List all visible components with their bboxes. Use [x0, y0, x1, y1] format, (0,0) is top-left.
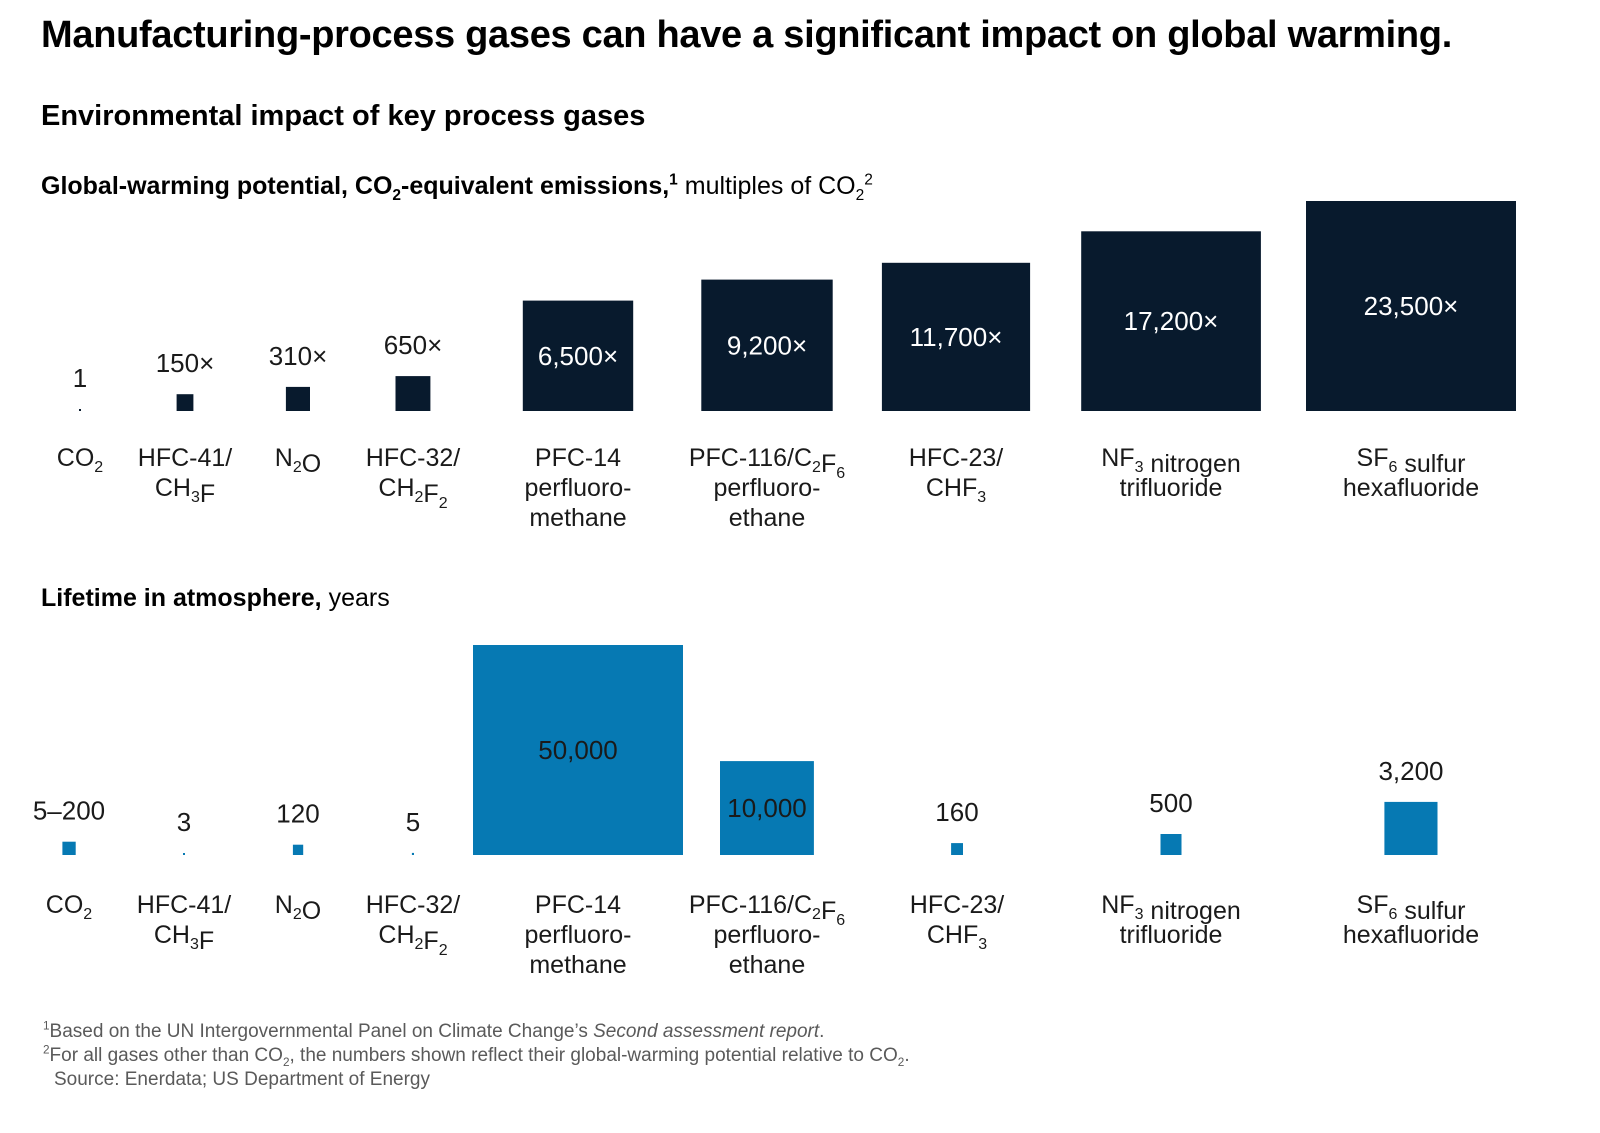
- page-title: Manufacturing-process gases can have a s…: [41, 14, 1452, 56]
- lifetime-title-light: years: [321, 584, 390, 612]
- footnote-1-text: Based on the UN Intergovernmental Panel …: [49, 1021, 594, 1042]
- gwp-square-3: [395, 376, 431, 411]
- footnote-2: 2For all gases other than CO2, the numbe…: [43, 1044, 910, 1068]
- gwp-square-2: [285, 386, 310, 411]
- page-subtitle: Environmental impact of key process gase…: [41, 100, 646, 132]
- lifetime-value-label-3: 5: [406, 807, 420, 837]
- lifetime-square-1: [183, 853, 185, 855]
- lifetime-category-label-7: NF3 nitrogen trifluoride: [1101, 891, 1241, 949]
- lifetime-value-label-2: 120: [276, 799, 319, 829]
- lifetime-title-bold: Lifetime in atmosphere,: [41, 584, 322, 612]
- footnote-1-marker: 1: [43, 1019, 50, 1033]
- footnotes: 1Based on the UN Intergovernmental Panel…: [43, 1020, 910, 1092]
- gwp-title-light-sub: 2: [855, 187, 865, 204]
- footnote-2-text-b: , the numbers shown reflect their global…: [289, 1045, 898, 1066]
- footnote-1-end: .: [819, 1021, 825, 1042]
- gwp-category-label-1: HFC-41/CH3F: [138, 444, 233, 508]
- lifetime-square-6: [951, 843, 963, 855]
- lifetime-category-label-4: PFC-14 perfluoro-methane: [525, 891, 632, 979]
- gwp-title-light: multiples of CO: [677, 172, 856, 200]
- gwp-title-bold-sub: 2: [392, 187, 402, 204]
- lifetime-chart-title: Lifetime in atmosphere, years: [41, 584, 390, 613]
- gwp-category-label-4: PFC-14 perfluoro-methane: [525, 444, 632, 532]
- lifetime-category-label-1: HFC-41/CH3F: [137, 891, 232, 955]
- gwp-value-label-1: 150×: [156, 348, 215, 378]
- gwp-square-1: [176, 394, 194, 411]
- lifetime-value-label-8: 3,200: [1378, 756, 1443, 786]
- source-note: Source: Enerdata; US Department of Energ…: [54, 1069, 430, 1090]
- gwp-square-8: [1306, 201, 1516, 411]
- gwp-category-label-7: NF3 nitrogen trifluoride: [1101, 444, 1241, 502]
- gwp-category-label-8: SF6 sulfur hexafluoride: [1343, 444, 1479, 502]
- gwp-value-label-3: 650×: [384, 330, 443, 360]
- gwp-category-label-2: N2O: [275, 444, 321, 478]
- lifetime-category-label-0: CO2: [46, 891, 93, 923]
- footnote-2-marker: 2: [43, 1043, 50, 1057]
- gwp-category-label-3: HFC-32/CH2F2: [366, 444, 461, 512]
- lifetime-category-label-5: PFC-116/C2F6 perfluoro-ethane: [689, 891, 845, 979]
- gwp-title-light-sup: 2: [864, 171, 873, 189]
- lifetime-value-label-6: 160: [935, 797, 978, 827]
- gwp-category-label-6: HFC-23/CHF3: [909, 444, 1004, 506]
- lifetime-value-label-5: 10,000: [727, 793, 807, 823]
- lifetime-square-4: [473, 645, 683, 855]
- gwp-value-label-7: 17,200×: [1124, 306, 1219, 336]
- gwp-chart-title: Global-warming potential, CO2-equivalent…: [41, 171, 873, 204]
- lifetime-square-5: [720, 761, 814, 855]
- gwp-value-label-8: 23,500×: [1364, 291, 1459, 321]
- gwp-square-6: [881, 262, 1031, 411]
- gwp-category-label-0: CO2: [57, 444, 104, 476]
- gwp-value-label-6: 11,700×: [910, 322, 1003, 352]
- lifetime-category-label-6: HFC-23/CHF3: [910, 891, 1005, 953]
- lifetime-value-label-0: 5–200: [33, 796, 105, 826]
- gwp-title-sup: 1: [669, 171, 678, 189]
- lifetime-square-2: [292, 844, 304, 855]
- lifetime-square-8: [1384, 801, 1438, 855]
- gwp-value-label-2: 310×: [269, 341, 328, 371]
- gwp-square-4: [522, 300, 634, 411]
- gwp-square-7: [1081, 231, 1261, 411]
- footnote-1-italic: Second assessment report: [593, 1021, 820, 1042]
- gwp-square-5: [701, 279, 833, 411]
- gwp-value-label-5: 9,200×: [727, 330, 807, 360]
- lifetime-square-7: [1160, 834, 1182, 855]
- footnote-2-text-c: .: [904, 1045, 910, 1066]
- gwp-title-bold-end: -equivalent emissions,: [401, 172, 670, 200]
- gwp-value-label-0: 1: [73, 363, 87, 393]
- lifetime-value-label-4: 50,000: [538, 735, 618, 765]
- gwp-category-label-5: PFC-116/C2F6 perfluoro-ethane: [689, 444, 845, 532]
- gwp-value-label-4: 6,500×: [538, 341, 618, 371]
- gwp-title-bold: Global-warming potential, CO: [41, 172, 393, 200]
- lifetime-value-label-1: 3: [177, 807, 191, 837]
- lifetime-square-3: [411, 852, 414, 855]
- lifetime-value-label-7: 500: [1149, 788, 1192, 818]
- footnote-2-sub-2: 2: [897, 1055, 905, 1069]
- lifetime-square-0: [62, 841, 76, 855]
- lifetime-category-label-8: SF6 sulfur hexafluoride: [1343, 891, 1479, 949]
- footnote-2-text-a: For all gases other than CO: [49, 1045, 283, 1066]
- lifetime-category-label-3: HFC-32/CH2F2: [366, 891, 461, 959]
- lifetime-category-label-2: N2O: [275, 891, 321, 925]
- gwp-square-0: [79, 409, 81, 411]
- footnote-1: 1Based on the UN Intergovernmental Panel…: [43, 1020, 910, 1044]
- footnote-2-sub-1: 2: [282, 1055, 290, 1069]
